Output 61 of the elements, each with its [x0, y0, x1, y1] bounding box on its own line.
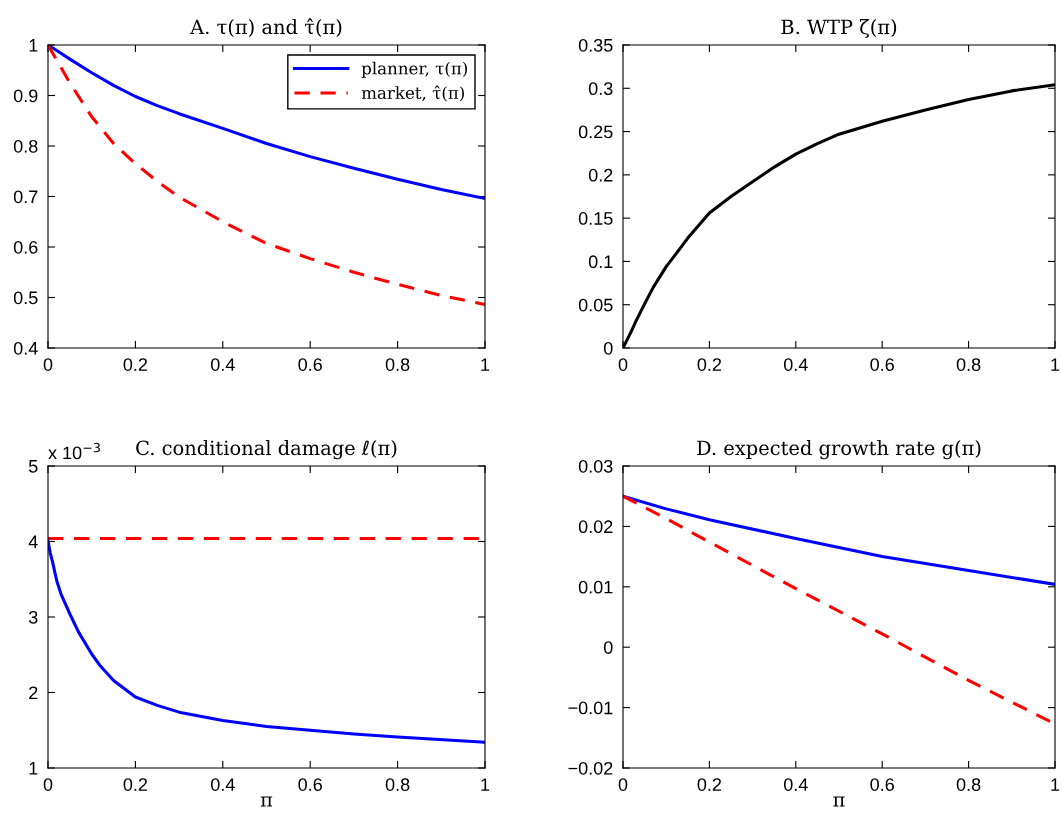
chart-title: D. expected growth rate g(π) — [697, 440, 981, 460]
y-tick-label: 0 — [603, 341, 613, 355]
x-tick-label: 1 — [481, 778, 490, 791]
y-tick-label: 3 — [28, 610, 38, 624]
y-tick-label: 0.1 — [588, 255, 613, 269]
x-tick-label: 0.6 — [870, 778, 894, 791]
y-tick-label: 0.01 — [578, 580, 613, 594]
x-tick-label: 0.6 — [298, 358, 322, 371]
y-tick-label: 0.5 — [13, 291, 38, 305]
x-axis-title: π — [260, 796, 273, 807]
y-tick-label: 0 — [603, 641, 613, 654]
x-tick-label: 0.8 — [385, 358, 410, 371]
x-tick-label: 0.2 — [697, 358, 722, 371]
x-tick-label: 0 — [43, 358, 53, 371]
x-tick-label: 1 — [481, 358, 490, 371]
y-tick-label: 0.7 — [13, 190, 38, 204]
y-tick-label: 0.35 — [578, 38, 613, 52]
x-tick-label: 0.2 — [697, 778, 722, 791]
legend-label: market, τ̂(π) — [361, 85, 464, 102]
y-tick-label: 0.15 — [578, 212, 613, 225]
y-tick-label: 0.05 — [578, 298, 613, 312]
x-tick-label: 0.8 — [385, 778, 410, 791]
chart-title: A. τ(π) and τ̂(π) — [190, 18, 342, 37]
y-tick-label: 2 — [29, 686, 38, 700]
line-series — [623, 494, 1055, 586]
x-axis-title: π — [833, 796, 845, 807]
text: x 10$^{−3}$ — [48, 442, 100, 460]
x-tick-label: 0.8 — [956, 778, 981, 791]
x-tick-label: 0.6 — [870, 358, 894, 371]
y-tick-label: 1 — [29, 762, 38, 775]
x-tick-label: 0.4 — [783, 778, 808, 791]
x-tick-label: 1 — [1051, 778, 1060, 791]
x-tick-label: 0.6 — [298, 778, 322, 791]
y-tick-label: 0.9 — [13, 89, 38, 103]
x-tick-label: 0.2 — [123, 358, 148, 371]
y-tick-label: 0.03 — [578, 459, 613, 473]
chart-title: B. WTP ζ(π) — [781, 19, 897, 38]
y-tick-label: −0.01 — [568, 701, 613, 715]
y-tick-label: 0.8 — [13, 139, 38, 153]
y-tick-label: 0.3 — [588, 82, 613, 96]
x-tick-label: 0.2 — [123, 778, 148, 791]
x-tick-label: 0.4 — [210, 778, 235, 791]
x-tick-label: 0 — [618, 358, 628, 371]
chart-title: C. conditional damage ℓ(π) — [136, 440, 397, 460]
y-tick-label: 1 — [29, 39, 38, 52]
x-tick-label: 1 — [1051, 358, 1060, 371]
y-tick-label: 0.02 — [578, 520, 613, 534]
x-tick-label: 0 — [43, 778, 53, 791]
y-tick-label: 0.6 — [13, 240, 38, 254]
y-tick-label: 0.2 — [588, 168, 613, 182]
x-tick-label: 0.8 — [956, 358, 981, 371]
y-tick-label: 5 — [28, 460, 38, 473]
y-tick-label: 0.25 — [578, 125, 613, 139]
y-tick-label: 0.4 — [13, 341, 38, 355]
line-series — [48, 539, 485, 744]
x-tick-label: 0.4 — [783, 358, 808, 371]
x-tick-label: 0.4 — [210, 358, 235, 371]
y-tick-label: 4 — [28, 535, 38, 549]
x-tick-label: 0 — [618, 778, 628, 791]
legend-label: planner, τ(π) — [361, 61, 468, 78]
y-tick-label: −0.02 — [568, 761, 613, 775]
